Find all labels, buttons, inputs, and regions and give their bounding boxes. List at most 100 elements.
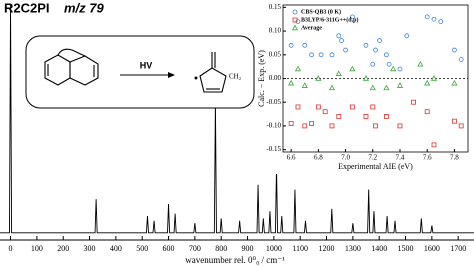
reactant [44, 48, 99, 86]
arrow-head [168, 72, 175, 78]
marker-circle [404, 33, 410, 39]
marker-circle [377, 38, 382, 43]
x-tick-label: 0 [9, 244, 13, 253]
marker-square [458, 123, 464, 129]
x-tick-label: 7.0 [341, 154, 350, 162]
marker-square [288, 121, 294, 126]
marker-square [383, 114, 389, 119]
marker-triangle [383, 84, 390, 91]
x-tick-label: 100 [31, 244, 43, 253]
marker-triangle [362, 75, 370, 81]
marker-triangle [369, 84, 376, 91]
marker-square [363, 114, 369, 119]
legend-marker [292, 9, 298, 15]
marker-square [309, 121, 314, 126]
x-tick-label: 600 [163, 244, 175, 253]
marker-circle [295, 19, 301, 24]
marker-square [431, 142, 437, 148]
marker-circle [458, 57, 464, 62]
x-tick-label: 7.8 [450, 154, 459, 162]
x-tick-label: 7.6 [423, 154, 432, 162]
x-tick-label: 1300 [345, 244, 361, 253]
spectrum-line [0, 4, 474, 234]
marker-triangle [390, 65, 397, 72]
marker-circle [431, 16, 437, 22]
y-tick-label: 0.05 [269, 50, 282, 58]
y-tick-label: -0.05 [266, 98, 281, 106]
marker-circle [302, 42, 308, 48]
radical-dot [194, 76, 198, 80]
x-tick-label: 1200 [319, 244, 335, 253]
marker-square [295, 104, 301, 110]
marker-circle [383, 52, 389, 58]
marker-square [373, 123, 378, 129]
marker-triangle [417, 60, 424, 67]
marker-circle [339, 38, 344, 43]
marker-square [451, 118, 457, 124]
marker-square [349, 104, 355, 110]
y-tick-label: 0.15 [269, 3, 282, 11]
legend-marker [291, 24, 299, 31]
marker-square [424, 109, 430, 115]
legend-label: CBS-QB3 (0 K) [301, 8, 341, 15]
marker-circle [373, 47, 378, 53]
marker-circle [318, 52, 324, 58]
marker-triangle [315, 75, 322, 81]
legend-label: B3LYP/6-311G++(d,p) [301, 16, 358, 23]
marker-circle [288, 42, 294, 48]
legend-label: Average [301, 25, 322, 31]
marker-square [397, 123, 403, 129]
y-tick-label: -0.10 [266, 122, 281, 130]
marker-circle [370, 61, 376, 67]
marker-circle [438, 19, 444, 24]
y-axis-label: Calc. − Exp. (eV) [257, 50, 266, 107]
marker-triangle [335, 70, 342, 76]
x-tick-label: 800 [215, 244, 227, 253]
marker-square [302, 123, 308, 129]
marker-triangle [430, 75, 438, 81]
scheme-box [25, 35, 255, 109]
x-tick-label: 1500 [398, 244, 414, 253]
x-tick-label: 1000 [266, 244, 282, 253]
marker-circle [386, 61, 392, 67]
y-tick-label: 0.10 [269, 27, 282, 35]
x-tick-label: 1400 [371, 244, 387, 253]
reaction-scheme: HV CH₂ [25, 35, 255, 109]
x-tick-label: 300 [84, 244, 96, 253]
marker-triangle [328, 84, 336, 91]
group-label: CH₂ [229, 73, 242, 81]
x-axis-label: wavenumber rel. 0⁰₀ / cm⁻¹ [185, 255, 285, 265]
marker-circle [343, 47, 348, 53]
marker-triangle [396, 82, 404, 88]
marker-square [370, 104, 376, 110]
legend-marker [292, 17, 298, 23]
marker-circle [309, 52, 314, 58]
chart-subtitle: m/z 79 [64, 0, 105, 15]
x-tick-label: 7.4 [396, 154, 405, 162]
chart-title: R2C2PI [4, 0, 50, 15]
x-tick-label: 1600 [424, 244, 440, 253]
marker-triangle [349, 65, 356, 72]
x-tick-label: 1100 [292, 244, 308, 253]
marker-square [336, 114, 342, 119]
y-tick-label: -0.15 [266, 145, 281, 153]
arrow-label: HV [140, 60, 153, 70]
marker-circle [424, 14, 430, 20]
marker-triangle [451, 79, 458, 86]
x-tick-label: 400 [110, 244, 122, 253]
marker-triangle [301, 82, 308, 88]
marker-circle [349, 14, 355, 20]
x-tick-label: 700 [189, 244, 201, 253]
marker-square [315, 104, 321, 110]
marker-circle [451, 47, 457, 53]
x-tick-label: 6.8 [314, 154, 323, 162]
x-tick-label: 200 [57, 244, 69, 253]
x-tick-label: 500 [136, 244, 148, 253]
product [199, 52, 227, 93]
marker-circle [397, 66, 403, 72]
x-tick-label: 900 [242, 244, 254, 253]
marker-circle [363, 42, 369, 48]
marker-square [411, 99, 416, 105]
y-tick-label: 0.00 [269, 74, 282, 82]
